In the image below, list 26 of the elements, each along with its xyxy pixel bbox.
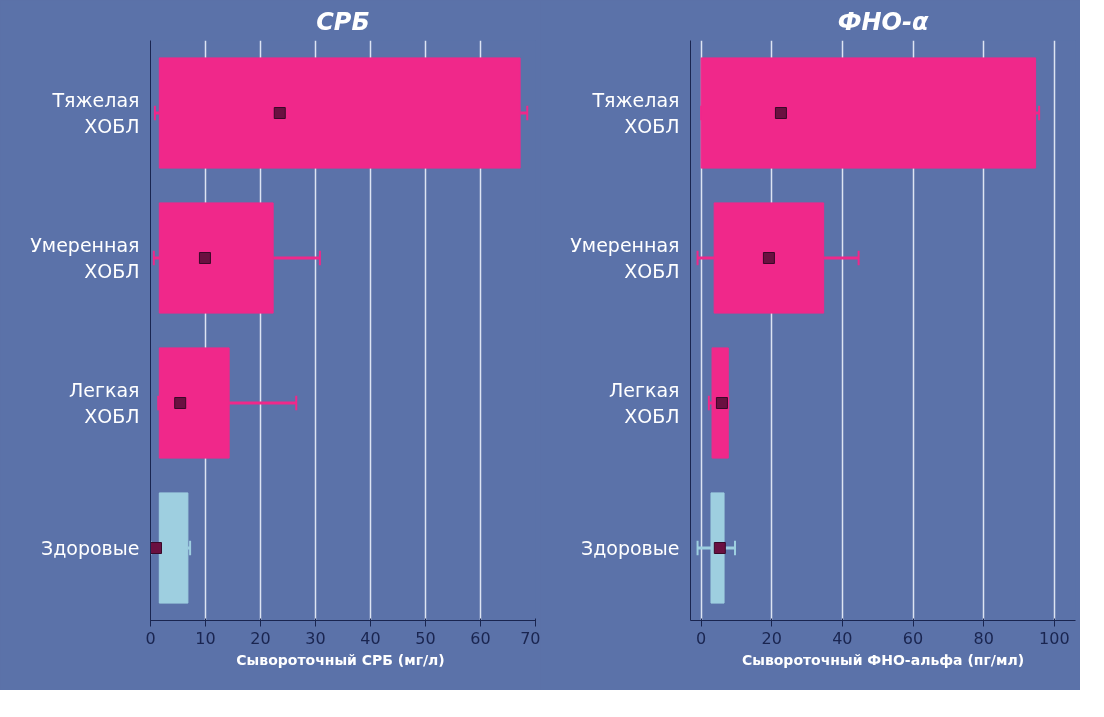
x-tick-label: 100 [1039,628,1070,648]
chart-title: СРБ [316,7,370,36]
x-tick-label: 10 [195,628,216,648]
x-tick-label: 30 [305,628,326,648]
y-tick-label: Здоровые [40,537,140,559]
y-tick-label: Умеренная ХОБЛ [570,233,680,283]
x-tick-label: 20 [250,628,271,648]
y-tick-label: Тяжелая ХОБЛ [591,88,680,138]
x-tick-label: 0 [696,628,707,648]
x-tick-label: 70 [520,628,541,648]
chart-title: ФНО-α [837,7,929,36]
y-tick-label: Умеренная ХОБЛ [30,233,140,283]
y-tick-label: Легкая ХОБЛ [68,378,140,428]
x-axis-title: Сывороточный СРБ (мг/л) [236,651,445,668]
x-tick-label: 60 [470,628,491,648]
y-tick-label: Легкая ХОБЛ [608,378,680,428]
y-tick-label: Здоровые [580,537,680,559]
x-tick-label: 40 [360,628,381,648]
x-tick-label: 50 [415,628,436,648]
x-tick-label: 0 [145,628,156,648]
x-axis-title: Сывороточный ФНО-альфа (пг/мл) [741,651,1025,668]
x-tick-label: 60 [902,628,924,648]
y-tick-label: Тяжелая ХОБЛ [51,88,140,138]
x-tick-label: 20 [761,628,782,648]
x-tick-label: 80 [973,628,994,648]
x-tick-label: 40 [832,628,853,648]
